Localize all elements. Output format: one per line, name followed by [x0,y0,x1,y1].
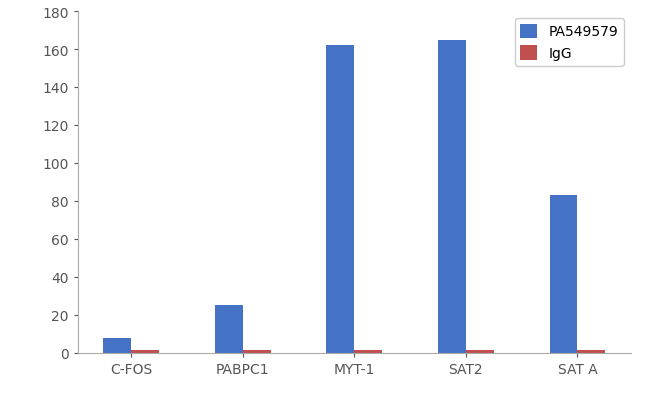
Bar [326,46,354,353]
Bar [103,338,131,353]
Bar [466,350,494,353]
Bar [354,350,382,353]
Bar [131,350,159,353]
Bar [242,350,270,353]
Bar [214,306,242,353]
Bar [438,41,466,353]
Bar [577,350,605,353]
Bar [550,196,577,353]
Legend: PA549579, IgG: PA549579, IgG [515,19,623,67]
